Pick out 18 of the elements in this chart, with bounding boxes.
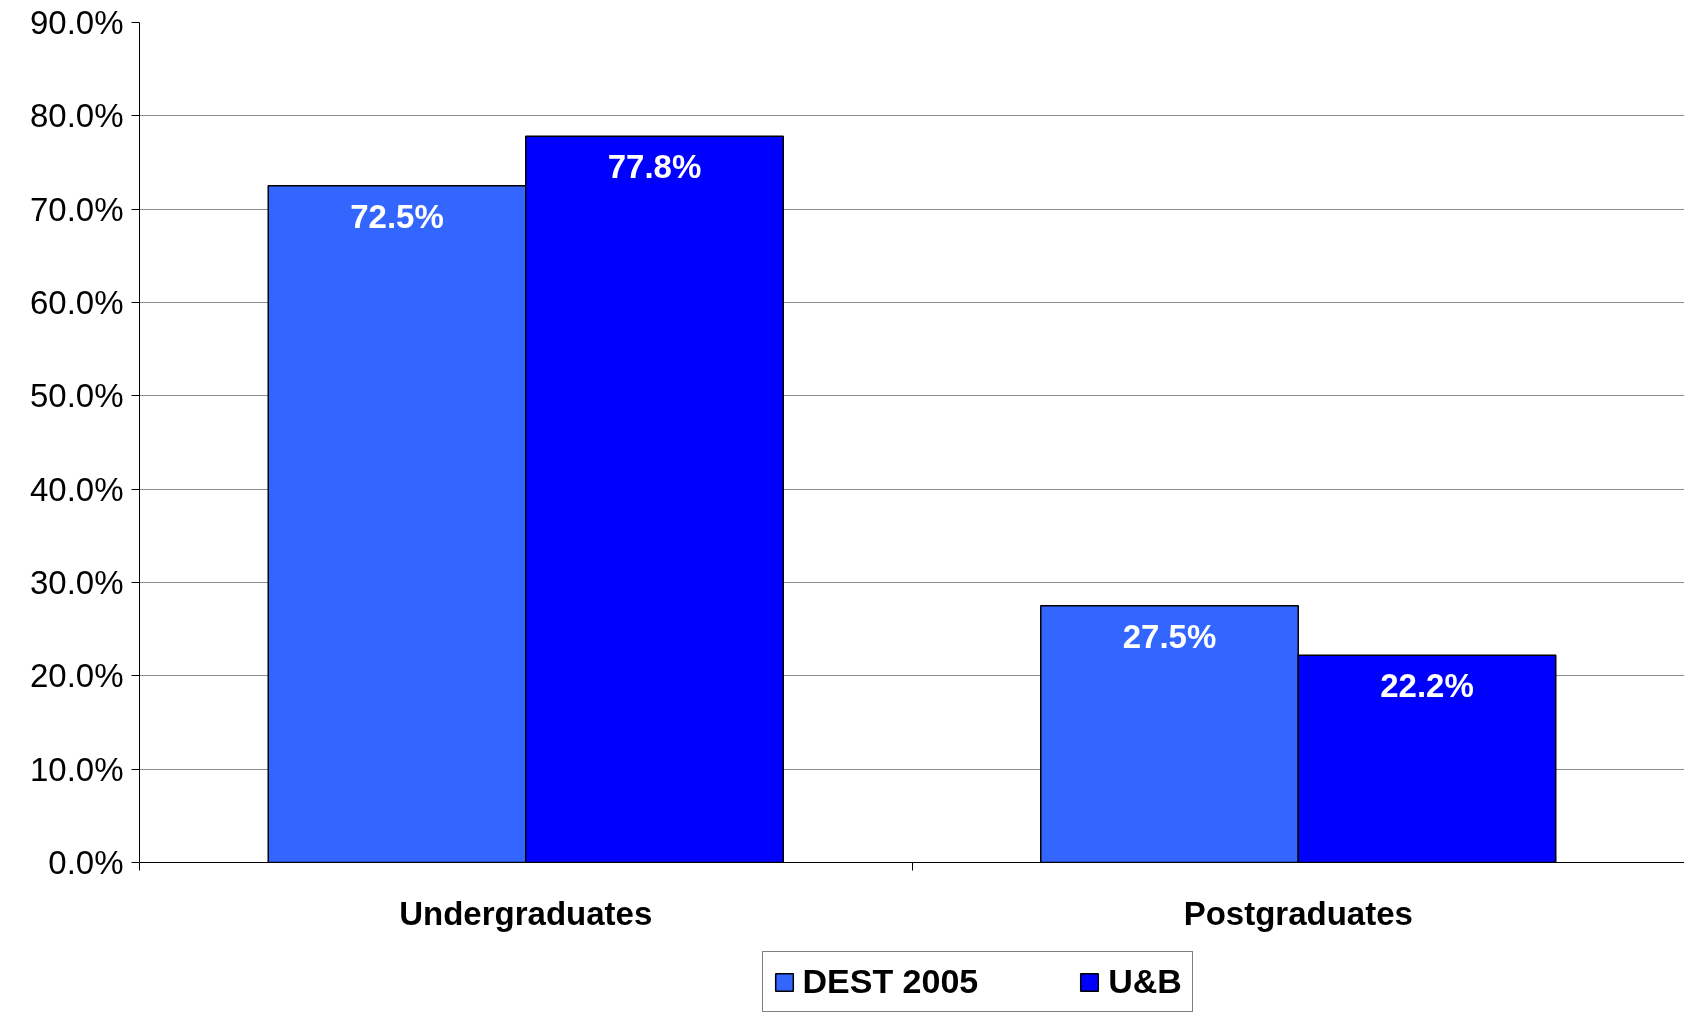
y-tick-label: 50.0% xyxy=(29,377,124,415)
x-tick-label: Undergraduates xyxy=(399,894,653,932)
y-tick-label: 70.0% xyxy=(29,190,124,228)
y-tick-label: 0.0% xyxy=(48,844,124,881)
y-tick-label: 90.0% xyxy=(29,4,124,41)
y-tick-label: 10.0% xyxy=(29,750,124,788)
data-label: 22.2% xyxy=(1380,667,1474,705)
y-tick-label: 40.0% xyxy=(29,470,124,508)
y-tick-label: 20.0% xyxy=(29,657,124,695)
legend-label: DEST 2005 xyxy=(802,962,979,1001)
data-label: 77.8% xyxy=(607,148,702,186)
y-tick-label: 60.0% xyxy=(29,284,124,321)
data-label: 72.5% xyxy=(350,197,444,235)
data-label: 27.5% xyxy=(1122,617,1217,655)
x-tick-label: Postgraduates xyxy=(1183,894,1413,932)
legend-label: U&B xyxy=(1108,962,1182,1001)
y-tick-label: 30.0% xyxy=(29,564,124,601)
y-tick-label: 80.0% xyxy=(29,97,124,135)
